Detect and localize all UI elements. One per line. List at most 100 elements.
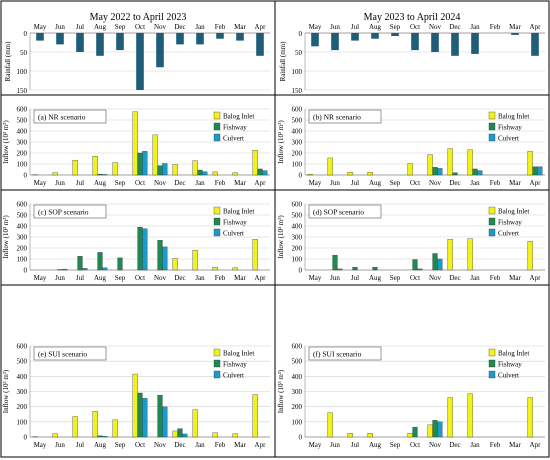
bar-fishway xyxy=(97,435,103,438)
bar-culvert xyxy=(337,268,343,271)
x-tick-label: Jan xyxy=(470,23,480,31)
bar-fishway xyxy=(452,172,458,176)
x-tick-label: May xyxy=(34,23,47,31)
x-tick-label: Sep xyxy=(390,23,401,31)
x-tick-label: Oct xyxy=(135,441,145,449)
bar-fishway xyxy=(197,169,203,176)
y-tick-label: 150 xyxy=(292,87,303,95)
legend-label: Balog Inlet xyxy=(498,208,529,216)
bar-fishway xyxy=(177,428,183,438)
y-tick-label: 500 xyxy=(292,117,303,125)
x-tick-label: Mar xyxy=(509,441,521,449)
y-tick-label: 100 xyxy=(17,161,28,169)
bar-culvert xyxy=(437,168,443,176)
x-tick-label: Apr xyxy=(530,274,542,282)
x-tick-label: Oct xyxy=(135,23,145,31)
legend-swatch xyxy=(213,359,221,368)
x-tick-label: Oct xyxy=(410,179,420,187)
rainfall-bar xyxy=(391,33,399,37)
panel-sui-2022-2023: 0 100 200 300 400 500 600 May Jun Jul Aug Sep Oct Nov… xyxy=(2,343,270,449)
y-axis-label: Inflow (10³ m³) xyxy=(2,215,10,259)
x-tick-label: Nov xyxy=(154,23,167,31)
x-tick-label: Mar xyxy=(234,23,246,31)
scenario-title-box xyxy=(308,204,382,219)
y-tick-label: 400 xyxy=(17,223,28,231)
y-tick-label: 600 xyxy=(292,201,303,209)
x-tick-label: Mar xyxy=(234,274,246,282)
y-tick-label: 400 xyxy=(292,373,303,381)
legend-swatch xyxy=(488,133,496,142)
y-tick-label: 500 xyxy=(292,212,303,220)
scenario-title: (d) SOP scenario xyxy=(313,208,364,217)
bar-balog-inlet xyxy=(212,432,218,438)
x-tick-label: Apr xyxy=(530,441,542,449)
x-tick-label: Aug xyxy=(369,274,382,282)
bar-balog-inlet xyxy=(252,239,258,271)
x-tick-label: Feb xyxy=(215,274,226,282)
y-tick-label: 100 xyxy=(17,418,28,426)
x-tick-label: Apr xyxy=(255,179,267,187)
x-tick-label: May xyxy=(34,179,47,187)
bar-balog-inlet xyxy=(232,433,238,438)
legend-swatch xyxy=(488,348,496,357)
bar-culvert xyxy=(262,170,268,176)
bar-balog-inlet xyxy=(92,411,98,438)
y-tick-label: 0 xyxy=(24,172,28,180)
bar-fishway xyxy=(57,269,63,271)
bar-balog-inlet xyxy=(212,267,218,271)
rainfall-bar xyxy=(451,33,459,56)
x-tick-label: Jun xyxy=(55,179,65,187)
x-tick-label: May xyxy=(309,274,322,282)
bar-fishway xyxy=(372,267,378,271)
legend-swatch xyxy=(488,228,496,237)
x-tick-label: Nov xyxy=(429,441,442,449)
legend-swatch xyxy=(213,370,221,379)
x-tick-label: Jul xyxy=(351,23,359,31)
x-tick-label: Jul xyxy=(351,441,359,449)
legend-label: Culvert xyxy=(498,230,519,238)
x-tick-label: Jun xyxy=(330,274,340,282)
legend-label: Fishway xyxy=(498,361,522,369)
x-tick-label: Sep xyxy=(390,441,401,449)
y-tick-label: 300 xyxy=(17,388,28,396)
bar-fishway xyxy=(137,226,143,271)
bar-balog-inlet xyxy=(347,172,353,176)
bar-fishway xyxy=(157,165,163,176)
rainfall-bar xyxy=(196,33,204,45)
y-tick-label: 0 xyxy=(299,267,303,275)
x-tick-label: Apr xyxy=(530,23,542,31)
bar-fishway xyxy=(412,426,418,438)
x-tick-label: Jun xyxy=(55,441,65,449)
bar-balog-inlet xyxy=(192,409,198,438)
panel-rainfall-2022-2023: 0 50 100 150 May Jun Jul Aug Sep Oct Nov Dec Jan Feb M… xyxy=(4,23,270,95)
rainfall-bar xyxy=(371,33,379,39)
x-tick-label: Jan xyxy=(470,441,480,449)
x-tick-label: Dec xyxy=(174,274,185,282)
bar-balog-inlet xyxy=(467,149,473,176)
bar-fishway xyxy=(257,168,263,176)
rainfall-bar xyxy=(136,33,144,90)
legend-swatch xyxy=(213,111,221,120)
x-tick-label: May xyxy=(34,274,47,282)
rainfall-bar xyxy=(76,33,84,52)
y-axis-label: Inflow (10³ m³) xyxy=(277,120,285,164)
scenario-title-box xyxy=(308,109,382,124)
bar-balog-inlet xyxy=(252,150,258,176)
x-tick-label: Sep xyxy=(115,441,126,449)
x-tick-label: Dec xyxy=(449,23,460,31)
bar-culvert xyxy=(102,436,108,438)
bar-culvert xyxy=(182,433,188,438)
x-tick-label: Jul xyxy=(76,179,84,187)
y-tick-label: 400 xyxy=(292,223,303,231)
legend-swatch xyxy=(488,370,496,379)
bar-culvert xyxy=(417,268,423,271)
x-tick-label: Aug xyxy=(369,23,382,31)
y-tick-label: 0 xyxy=(299,434,303,442)
x-tick-label: Nov xyxy=(154,441,167,449)
rainfall-bar xyxy=(256,33,264,56)
bar-culvert xyxy=(82,268,88,271)
y-tick-label: 100 xyxy=(17,68,28,76)
bar-culvert xyxy=(162,406,168,438)
bar-balog-inlet xyxy=(447,397,453,438)
bar-fishway xyxy=(77,256,83,271)
